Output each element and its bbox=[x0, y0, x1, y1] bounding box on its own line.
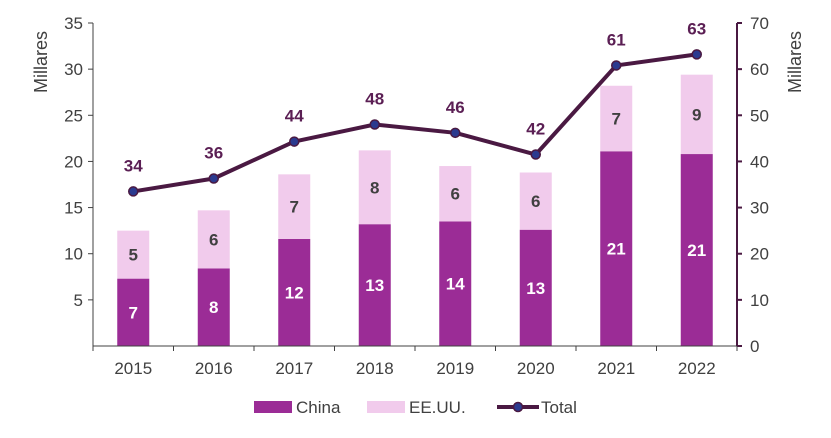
right-tick-label-60: 60 bbox=[750, 60, 769, 79]
bars-layer: 7 5 8 6 12 7 13 8 14 6 13 6 21 7 21 9 bbox=[117, 74, 713, 346]
bar-label-china-2022: 21 bbox=[687, 241, 706, 260]
bar-label-china-2020: 13 bbox=[526, 279, 545, 298]
bar-eeuu-2022 bbox=[680, 74, 713, 155]
x-tick-label-2016: 2016 bbox=[195, 359, 233, 378]
bar-label-china-2016: 8 bbox=[209, 298, 218, 317]
total-line bbox=[132, 52, 698, 194]
x-tick-label-2020: 2020 bbox=[517, 359, 555, 378]
x-tick-label-2015: 2015 bbox=[114, 359, 152, 378]
bar-label-china-2019: 14 bbox=[446, 275, 465, 294]
legend-label-eeuu: EE.UU. bbox=[409, 398, 466, 417]
right-tick-label-40: 40 bbox=[750, 152, 769, 171]
left-tick-label-10: 10 bbox=[64, 245, 83, 264]
legend-label-total: Total bbox=[541, 398, 577, 417]
legend-label-china: China bbox=[296, 398, 341, 417]
bar-label-eeuu-2016: 6 bbox=[209, 230, 218, 249]
total-marker-2021 bbox=[611, 60, 622, 71]
right-tick-label-30: 30 bbox=[750, 199, 769, 218]
total-marker-2017 bbox=[289, 136, 300, 147]
x-tick-label-2019: 2019 bbox=[436, 359, 474, 378]
total-marker-2015 bbox=[128, 186, 139, 197]
bar-eeuu-2017 bbox=[278, 174, 311, 239]
legend-swatch-china bbox=[254, 401, 292, 413]
left-tick-label-15: 15 bbox=[64, 199, 83, 218]
left-tick-label-5: 5 bbox=[74, 291, 83, 310]
total-label-2020: 42 bbox=[526, 120, 545, 139]
bar-label-china-2015: 7 bbox=[129, 303, 138, 322]
legend-marker-total bbox=[512, 401, 524, 413]
right-tick-label-10: 10 bbox=[750, 291, 769, 310]
bar-china-2015 bbox=[117, 278, 150, 346]
bar-label-china-2021: 21 bbox=[607, 240, 626, 259]
bar-eeuu-2015 bbox=[117, 230, 150, 279]
legend: China EE.UU. Total bbox=[254, 398, 577, 417]
right-tick-label-50: 50 bbox=[750, 106, 769, 125]
right-axis-title: Millares bbox=[785, 31, 805, 93]
bar-eeuu-2020 bbox=[519, 172, 552, 230]
total-marker-2020 bbox=[530, 149, 541, 160]
bar-label-eeuu-2021: 7 bbox=[612, 110, 621, 129]
bar-label-china-2017: 12 bbox=[285, 283, 304, 302]
total-line-layer: 34 36 44 48 46 42 61 63 bbox=[124, 19, 706, 197]
bar-eeuu-2018 bbox=[358, 150, 391, 225]
total-marker-2018 bbox=[369, 119, 380, 130]
left-tick-label-35: 35 bbox=[64, 14, 83, 33]
right-tick-label-20: 20 bbox=[750, 245, 769, 264]
left-axis-title: Millares bbox=[31, 31, 51, 93]
bar-label-eeuu-2017: 7 bbox=[290, 198, 299, 217]
bar-label-eeuu-2018: 8 bbox=[370, 178, 379, 197]
right-tick-label-0: 0 bbox=[750, 337, 759, 356]
total-label-2022: 63 bbox=[687, 19, 706, 38]
bar-china-2017 bbox=[278, 238, 311, 346]
left-tick-label-30: 30 bbox=[64, 60, 83, 79]
total-label-2021: 61 bbox=[607, 30, 626, 49]
bar-label-eeuu-2015: 5 bbox=[129, 246, 138, 265]
total-label-2017: 44 bbox=[285, 107, 304, 126]
left-tick-label-25: 25 bbox=[64, 106, 83, 125]
bar-label-eeuu-2022: 9 bbox=[692, 105, 701, 124]
bar-eeuu-2021 bbox=[600, 85, 633, 152]
total-marker-2019 bbox=[450, 127, 461, 139]
bar-eeuu-2016 bbox=[197, 210, 230, 269]
bar-china-2021 bbox=[600, 151, 633, 346]
bar-label-china-2018: 13 bbox=[365, 276, 384, 295]
total-label-2016: 36 bbox=[204, 144, 223, 163]
bar-china-2016 bbox=[197, 268, 230, 346]
legend-swatch-eeuu bbox=[367, 401, 405, 413]
total-label-2018: 48 bbox=[365, 90, 384, 109]
total-label-2019: 46 bbox=[446, 98, 465, 117]
bar-china-2018 bbox=[358, 224, 391, 346]
left-tick-label-20: 20 bbox=[64, 152, 83, 171]
x-tick-label-2017: 2017 bbox=[275, 359, 313, 378]
bar-china-2022 bbox=[680, 154, 713, 346]
x-tick-label-2022: 2022 bbox=[678, 359, 716, 378]
x-tick-label-2018: 2018 bbox=[356, 359, 394, 378]
total-marker-2016 bbox=[208, 173, 219, 184]
x-tick-label-2021: 2021 bbox=[597, 359, 635, 378]
axes-layer: 5 10 15 20 25 30 35 0 10 20 30 40 50 60 70 2015 2016 2017… bbox=[64, 14, 769, 378]
right-tick-label-70: 70 bbox=[750, 14, 769, 33]
bar-label-eeuu-2020: 6 bbox=[531, 192, 540, 211]
bar-china-2020 bbox=[519, 229, 552, 346]
total-label-2015: 34 bbox=[124, 156, 143, 175]
bar-eeuu-2019 bbox=[439, 166, 472, 222]
bar-label-eeuu-2019: 6 bbox=[451, 185, 460, 204]
total-marker-2022 bbox=[691, 49, 702, 60]
bar-china-2019 bbox=[439, 221, 472, 346]
